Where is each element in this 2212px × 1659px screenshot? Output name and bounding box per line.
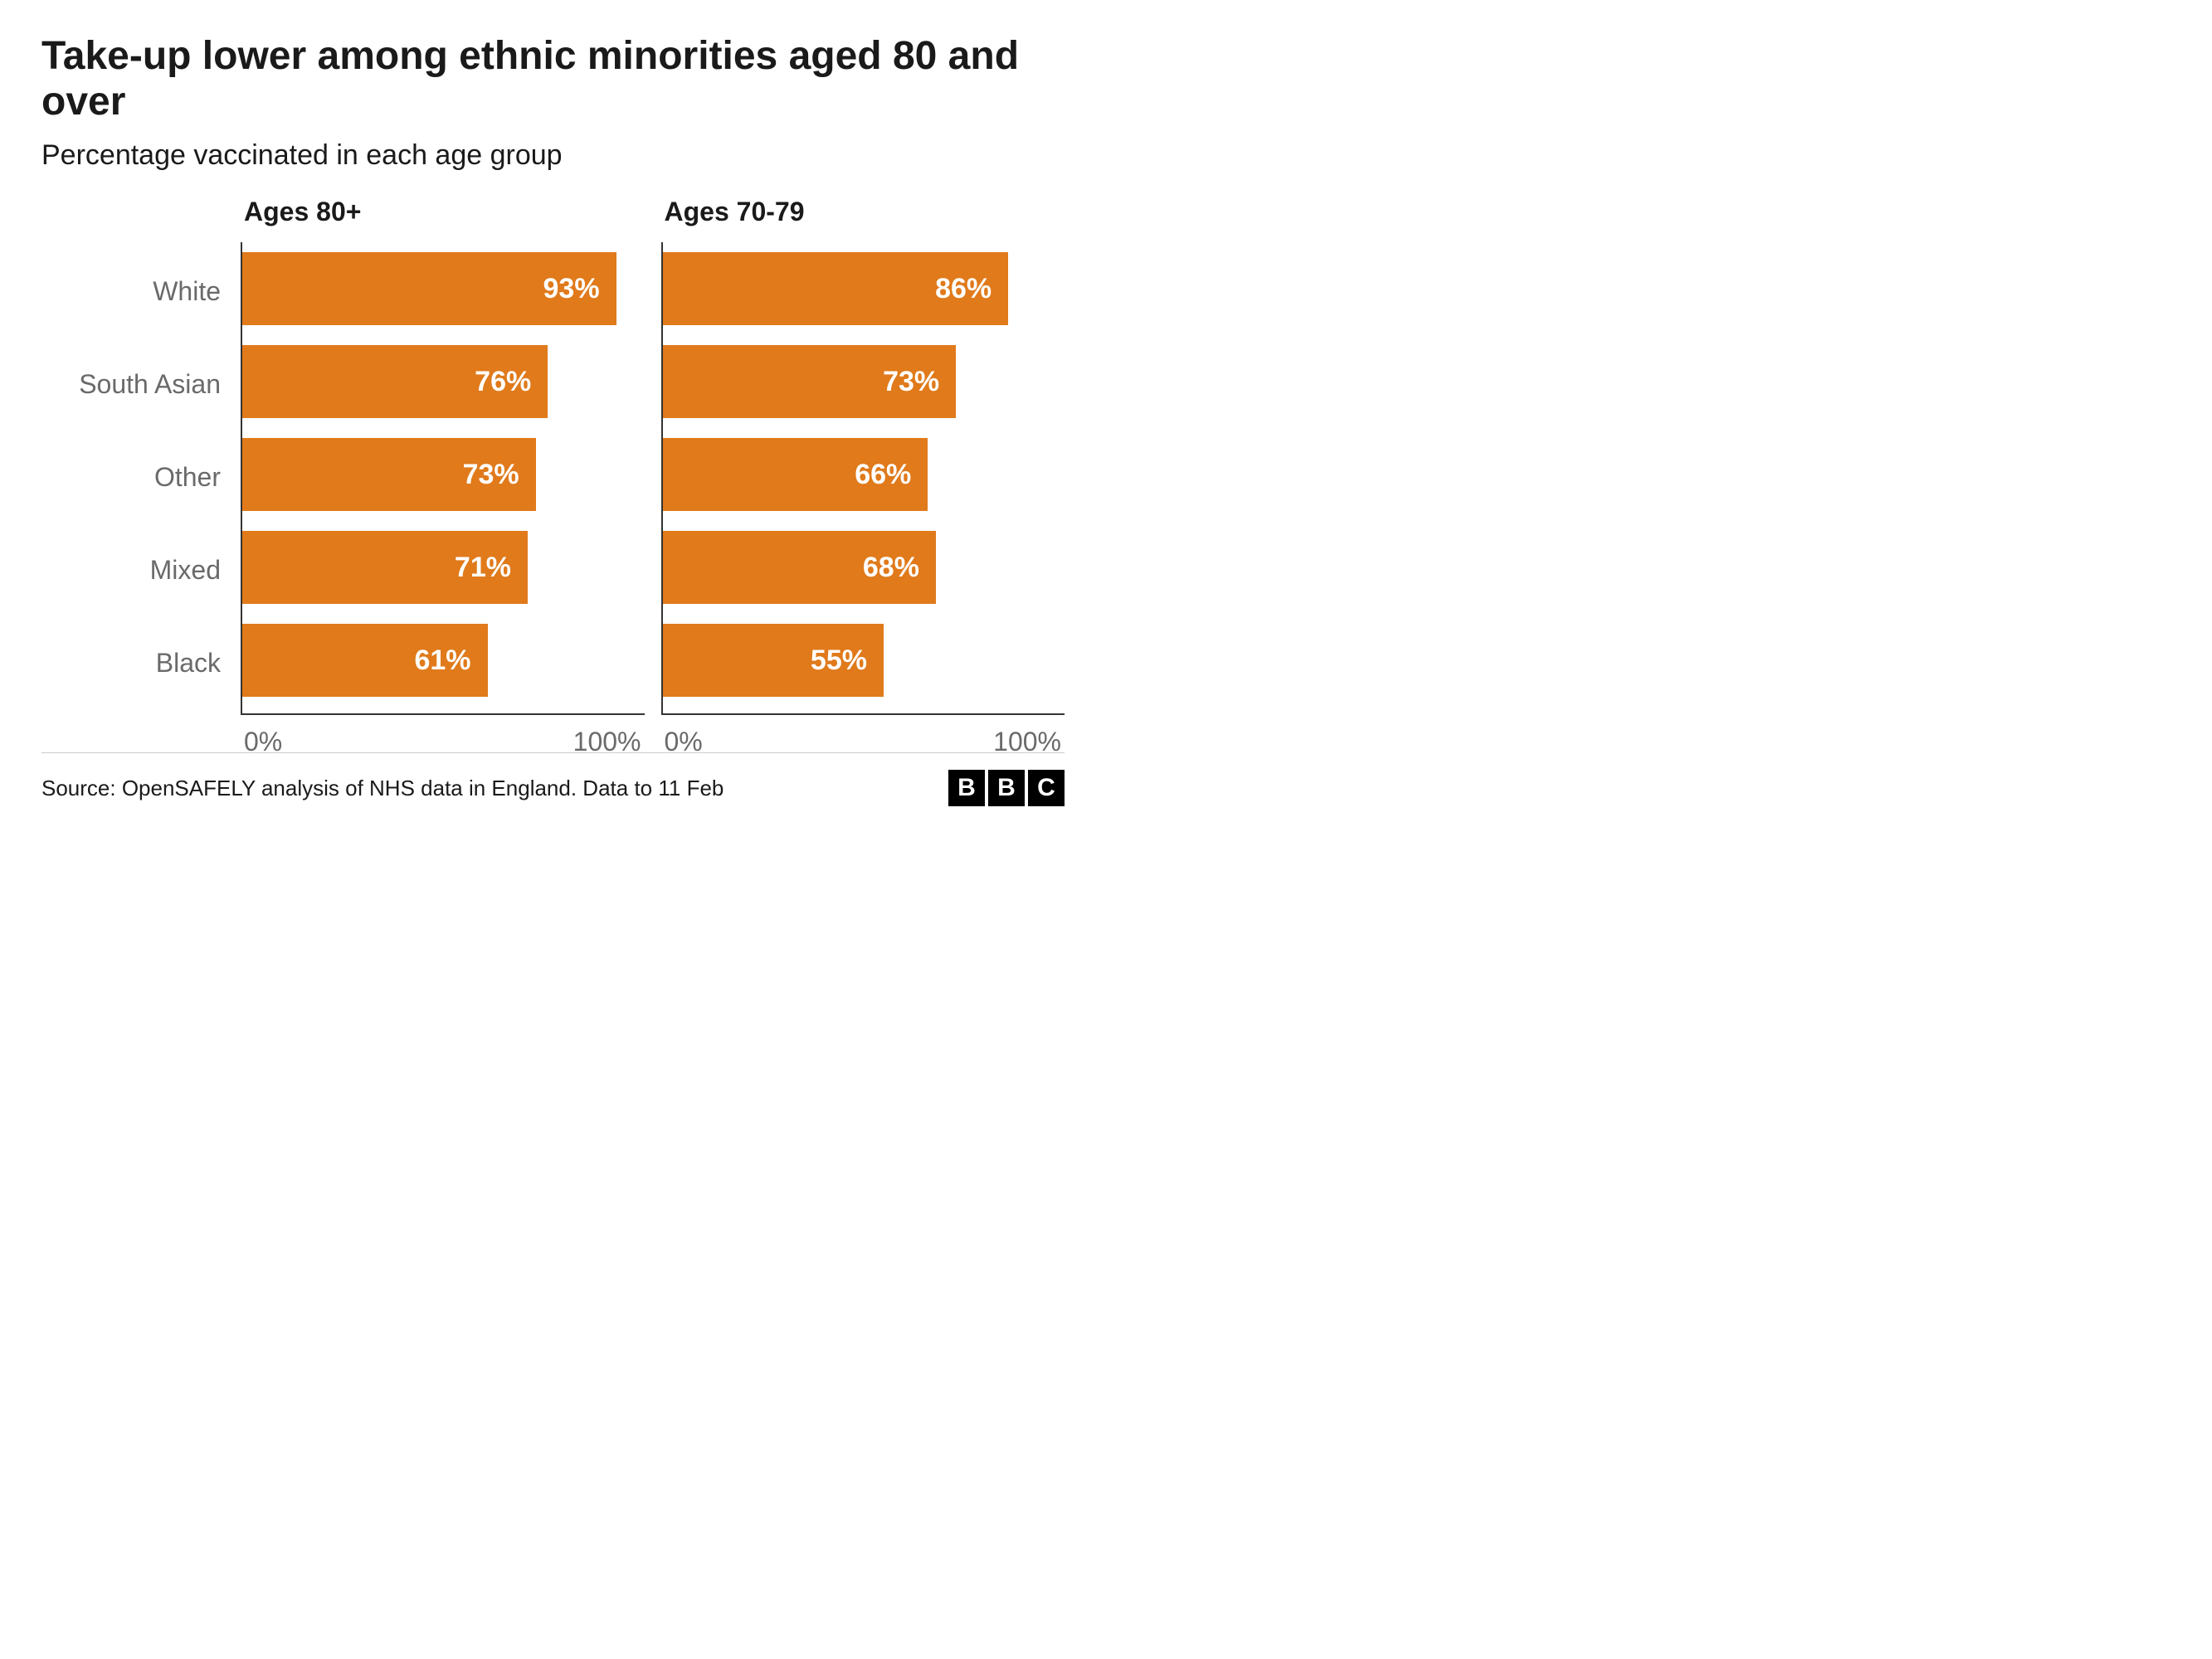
chart-title: Take-up lower among ethnic minorities ag… [41, 33, 1065, 124]
bar-row: 68% [663, 531, 1065, 604]
bar-row: 71% [242, 531, 645, 604]
panel-right: Ages 70-79 86%73%66%68%55% 0% 100% [661, 197, 1065, 757]
bar-row: 55% [663, 624, 1065, 697]
bar: 73% [663, 345, 957, 418]
bar-row: 86% [663, 252, 1065, 325]
bar-row: 93% [242, 252, 645, 325]
bar-value-label: 76% [475, 366, 531, 398]
bar-row: 73% [663, 345, 1065, 418]
bar-value-label: 73% [463, 459, 519, 491]
bbc-letter-box: C [1028, 770, 1065, 806]
bar: 76% [242, 345, 548, 418]
bar: 73% [242, 438, 536, 511]
bar-value-label: 93% [543, 273, 600, 305]
bar-row: 66% [663, 438, 1065, 511]
charts-container: White South Asian Other Mixed Black Ages 80+… [41, 197, 1065, 757]
bar-value-label: 73% [883, 366, 939, 398]
bar: 68% [663, 531, 936, 604]
bar: 55% [663, 624, 884, 697]
category-label: South Asian [41, 348, 224, 421]
bar: 71% [242, 531, 528, 604]
category-labels-column: White South Asian Other Mixed Black [41, 197, 224, 757]
bar-row: 61% [242, 624, 645, 697]
bar-value-label: 71% [455, 552, 511, 584]
bar-value-label: 86% [935, 273, 992, 305]
bar: 86% [663, 252, 1009, 325]
footer: Source: OpenSAFELY analysis of NHS data … [41, 752, 1065, 806]
chart-area-right: 86% 73% 66% 68% 55% [661, 242, 1065, 715]
bar: 61% [242, 624, 488, 697]
source-text: Source: OpenSAFELY analysis of NHS data … [41, 776, 724, 801]
bar-value-label: 66% [855, 459, 911, 491]
bar-value-label: 61% [414, 645, 470, 677]
category-label: Black [41, 626, 224, 699]
bbc-letter-box: B [988, 770, 1025, 806]
panel-title-left: Ages 80+ [241, 197, 645, 227]
chart-area-left: 93% 76% 73% 71% 61% [241, 242, 645, 715]
bar: 93% [242, 252, 616, 325]
bbc-letter-box: B [948, 770, 985, 806]
bar: 66% [663, 438, 928, 511]
category-label: White [41, 255, 224, 328]
panel-left: Ages 80+ 93%76%73%71%61% 0% 100% [241, 197, 645, 757]
bar-row: 73% [242, 438, 645, 511]
bar-value-label: 68% [863, 552, 919, 584]
bar-row: 76% [242, 345, 645, 418]
category-label: Mixed [41, 533, 224, 606]
panel-title-right: Ages 70-79 [661, 197, 1065, 227]
bbc-logo: BBC [948, 770, 1065, 806]
bar-value-label: 55% [811, 645, 867, 677]
chart-subtitle: Percentage vaccinated in each age group [41, 139, 1065, 172]
category-label: Other [41, 440, 224, 513]
